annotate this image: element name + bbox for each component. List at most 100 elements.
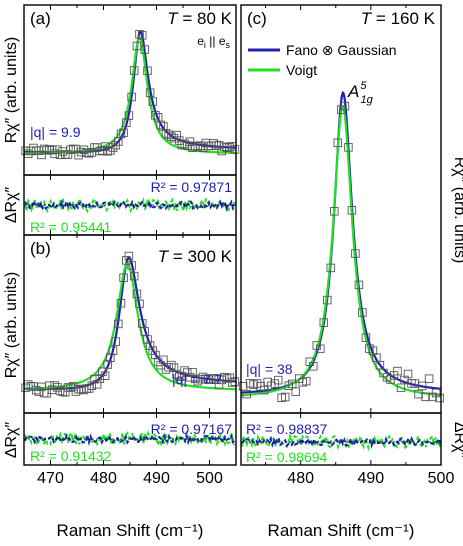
temperature-label-a: T = 80 K — [167, 9, 232, 28]
r2-fano-b: R² = 0.97167 — [151, 421, 233, 437]
data-point — [129, 66, 139, 75]
temperature-label-c: T = 160 K — [361, 9, 436, 28]
data-point — [37, 150, 46, 160]
r2-fano-a: R² = 0.97871 — [151, 179, 233, 195]
legend-label-voigt: Voigt — [286, 62, 317, 78]
r2-voigt-b: R² = 0.91432 — [30, 448, 112, 464]
data-point — [58, 387, 67, 397]
data-point — [124, 251, 134, 261]
data-point — [122, 118, 131, 127]
data-point — [169, 133, 179, 143]
data-point — [148, 346, 158, 355]
data-point — [291, 387, 300, 396]
data-point — [188, 367, 197, 377]
residual-fano-c — [241, 435, 442, 449]
data-point — [344, 143, 353, 152]
data-point — [435, 393, 444, 403]
data-point — [114, 319, 123, 329]
data-point — [82, 148, 91, 158]
data-point — [148, 97, 158, 106]
data-point — [159, 122, 168, 131]
data-point — [119, 128, 128, 138]
mode-label: A5 1g — [347, 80, 374, 106]
q-value-a: |q| = 9.9 — [30, 124, 81, 140]
r2-fano-c: R² = 0.98837 — [246, 421, 328, 437]
data-point — [167, 360, 176, 370]
data-point — [410, 379, 420, 388]
data-point — [79, 385, 89, 395]
data-point — [330, 207, 339, 216]
data-point — [421, 392, 430, 402]
panel-label-b: (b) — [30, 239, 51, 258]
data-point — [50, 381, 59, 390]
data-point — [132, 289, 142, 299]
data-point — [129, 271, 139, 281]
data-point — [108, 143, 118, 152]
data-point — [66, 145, 75, 154]
data-point — [361, 333, 371, 342]
data-point — [417, 381, 427, 391]
panel-label-c: (c) — [247, 9, 267, 28]
x-tick-label: 470 — [37, 470, 64, 487]
panel-label-a: (a) — [30, 9, 51, 28]
y-axis-label-c: Rχ″ (arb. units) — [451, 157, 463, 264]
frames-layer — [23, 4, 442, 466]
data-point — [230, 377, 240, 386]
r2-voigt-c: R² = 0.98694 — [246, 449, 328, 465]
legend-label-fano: Fano ⊗ Gaussian — [286, 42, 397, 58]
data-point — [209, 139, 218, 148]
data-point — [135, 299, 144, 309]
x-tick-label: 500 — [196, 470, 223, 487]
residual-label-b: ΔRχ″ — [3, 422, 20, 459]
data-point — [135, 30, 144, 39]
data-point — [354, 280, 364, 290]
data-point — [230, 145, 240, 154]
data-point — [106, 146, 115, 155]
data-point — [90, 374, 99, 384]
data-point — [124, 111, 134, 120]
data-point — [106, 353, 115, 362]
data-layer — [21, 30, 444, 452]
x-axis-label-c: Raman Shift (cm⁻¹) — [268, 521, 415, 540]
data-point — [182, 368, 192, 377]
polarization-label: ei || es — [197, 34, 230, 50]
data-point — [145, 88, 155, 97]
temperature-value: 300 K — [188, 247, 233, 266]
y-axis-label-b: Rχ″ (arb. units) — [3, 272, 20, 379]
residual-fano-b — [24, 432, 236, 447]
data-point — [92, 380, 102, 389]
data-point — [214, 380, 224, 389]
data-point — [116, 129, 126, 139]
data-point — [206, 375, 216, 384]
temperature-value: 160 K — [391, 9, 436, 28]
data-point — [393, 366, 402, 376]
y-axis-label-a: Rχ″ (arb. units) — [3, 37, 20, 144]
data-point — [100, 371, 110, 380]
residual-voigt-c — [241, 432, 442, 452]
data-point — [151, 350, 160, 360]
data-point — [108, 346, 118, 355]
data-point — [358, 308, 367, 317]
data-point — [53, 145, 62, 154]
data-point — [143, 335, 152, 344]
data-point — [414, 389, 423, 399]
q-value-b: |q| = 7.7 — [172, 371, 223, 387]
q-value-c: |q| = 38 — [246, 361, 293, 377]
residual-voigt-b — [24, 429, 236, 449]
data-point — [161, 129, 171, 138]
data-point — [172, 130, 181, 140]
data-point — [151, 111, 160, 120]
data-point — [403, 369, 413, 379]
data-point — [309, 362, 318, 371]
residual-label-c: ΔRχ″ — [451, 422, 463, 459]
x-tick-label: 480 — [287, 470, 314, 487]
data-point — [333, 138, 343, 148]
residual-fano-a — [24, 198, 236, 212]
data-point — [63, 150, 73, 159]
text-layer: 470 480 490 500 480 490 500 (a) (b) (c) T = 80 K T … — [3, 9, 463, 540]
data-point — [242, 389, 251, 399]
data-point — [169, 363, 179, 372]
data-point — [23, 380, 33, 389]
data-point — [302, 376, 311, 386]
data-point — [347, 206, 357, 215]
